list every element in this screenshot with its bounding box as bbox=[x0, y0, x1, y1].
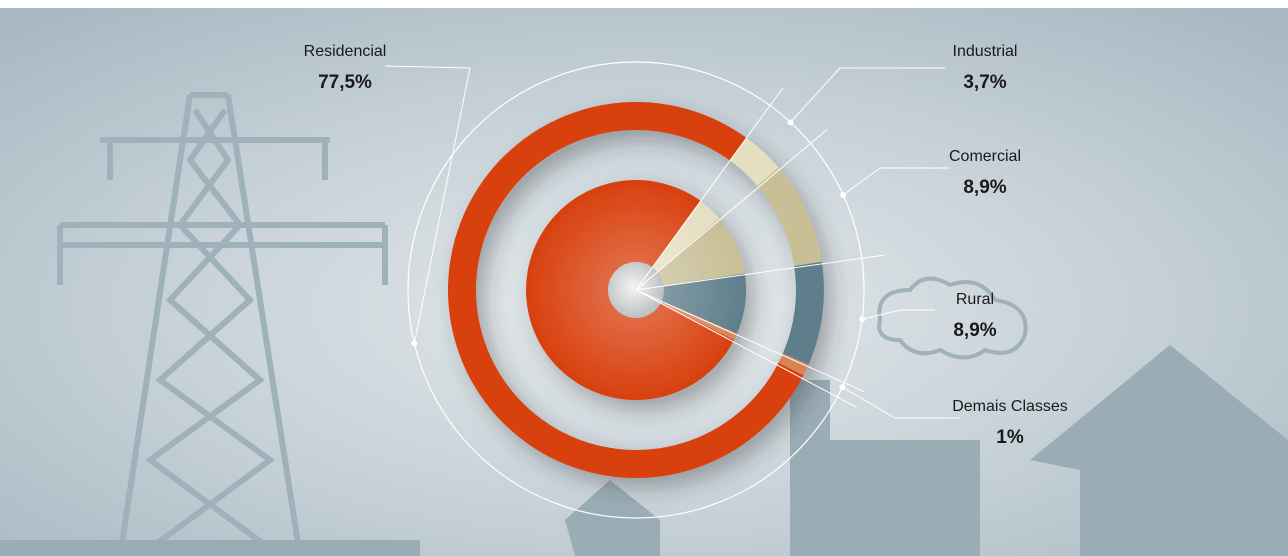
leader-ray bbox=[635, 289, 865, 393]
leader-ray bbox=[635, 289, 857, 408]
buildings-silhouette bbox=[0, 345, 1288, 556]
slice-label: Demais Classes bbox=[952, 398, 1068, 415]
slice-label: Industrial bbox=[953, 43, 1018, 60]
tower-silhouette bbox=[57, 92, 388, 556]
value-label: 3,7% bbox=[963, 72, 1006, 93]
slice-outer bbox=[782, 261, 824, 365]
leader-ray bbox=[635, 254, 884, 291]
leader-dot bbox=[840, 191, 847, 198]
slice-outer bbox=[730, 137, 779, 186]
value-label: 77,5% bbox=[318, 72, 372, 93]
outer-circle bbox=[407, 61, 865, 519]
leader-dot bbox=[411, 340, 418, 347]
value-label: 1% bbox=[996, 427, 1024, 448]
leader-line bbox=[842, 167, 950, 196]
leader-dot bbox=[859, 316, 866, 323]
leader-dot bbox=[839, 384, 846, 391]
leader-dot bbox=[787, 119, 794, 126]
slice-label: Residencial bbox=[304, 43, 387, 60]
leader-line bbox=[790, 67, 945, 123]
value-label: 8,9% bbox=[953, 320, 996, 341]
leader-line bbox=[861, 309, 935, 320]
leader-ray bbox=[635, 128, 828, 291]
leader-ray bbox=[635, 87, 784, 291]
slice-label: Comercial bbox=[949, 148, 1021, 165]
slice-outer bbox=[778, 353, 809, 376]
labels: Residencial 77,5% Industrial 3,7% Comercial 8… bbox=[304, 43, 1068, 448]
leader-line bbox=[384, 65, 471, 344]
slice-outer bbox=[757, 167, 822, 266]
leader-line bbox=[842, 386, 960, 419]
cloud-silhouette bbox=[877, 276, 1028, 360]
slice-label: Rural bbox=[956, 291, 994, 308]
value-label: 8,9% bbox=[963, 177, 1006, 198]
